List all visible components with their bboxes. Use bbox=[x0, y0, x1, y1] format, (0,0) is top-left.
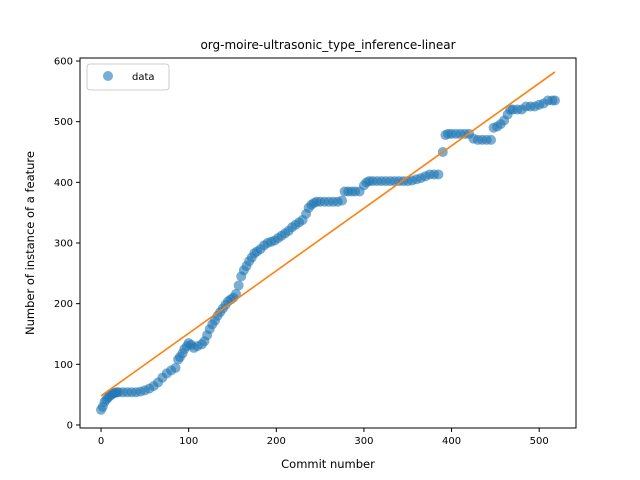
y-axis-label: Number of instance of a feature bbox=[23, 151, 37, 335]
y-tick-label: 100 bbox=[54, 360, 73, 371]
y-tick-label: 300 bbox=[54, 239, 73, 250]
chart-title: org-moire-ultrasonic_type_inference-line… bbox=[200, 38, 455, 52]
legend-box bbox=[86, 63, 170, 91]
x-tick-label: 100 bbox=[179, 436, 198, 447]
y-tick-label: 0 bbox=[67, 420, 73, 431]
x-tick-label: 0 bbox=[98, 436, 104, 447]
legend-marker-data bbox=[103, 71, 113, 81]
y-axis: 0 100 200 300 400 500 600 bbox=[54, 57, 80, 431]
y-tick-label: 600 bbox=[54, 57, 73, 68]
x-tick-label: 300 bbox=[354, 436, 373, 447]
x-axis-label: Commit number bbox=[281, 457, 375, 471]
legend-label-data: data bbox=[132, 72, 155, 83]
y-tick-label: 500 bbox=[54, 117, 73, 128]
x-tick-label: 200 bbox=[267, 436, 286, 447]
plot-area bbox=[96, 71, 560, 415]
x-tick-label: 500 bbox=[530, 436, 549, 447]
legend: data bbox=[86, 63, 170, 91]
y-tick-label: 400 bbox=[54, 178, 73, 189]
data-point bbox=[337, 195, 348, 206]
data-point bbox=[233, 280, 244, 291]
data-point bbox=[170, 362, 181, 373]
fit-line bbox=[100, 71, 556, 397]
data-point bbox=[486, 134, 496, 145]
x-tick-label: 400 bbox=[442, 436, 461, 447]
data-point bbox=[433, 169, 444, 180]
y-tick-label: 200 bbox=[54, 299, 73, 310]
x-axis: 0 100 200 300 400 500 bbox=[98, 428, 549, 447]
data-point bbox=[230, 288, 241, 299]
data-point bbox=[549, 95, 560, 106]
